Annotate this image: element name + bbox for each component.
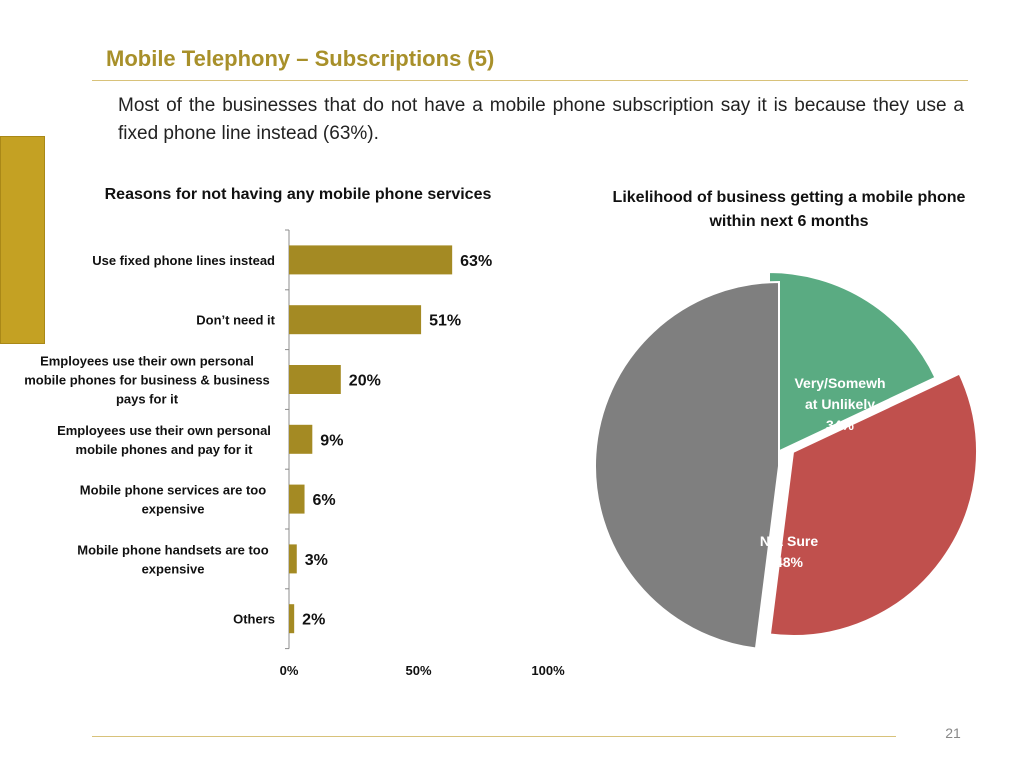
- bar-category-label: Employees use their own personal mobile p…: [24, 354, 270, 407]
- bar-4: [289, 424, 313, 454]
- bar-value-label: 20%: [349, 373, 381, 390]
- title-divider: [92, 80, 968, 81]
- bar-category-label: Mobile phone services are too expensive: [80, 483, 266, 517]
- pie-slice-label: Very/Somewh at Unlikely 34%: [794, 375, 885, 433]
- page-title: Mobile Telephony – Subscriptions (5): [106, 46, 495, 71]
- bar-value-label: 63%: [460, 253, 492, 270]
- bar-7: [289, 604, 295, 634]
- bar-category-label: Use fixed phone lines instead: [92, 253, 275, 268]
- bar-category-label: Don’t need it: [196, 313, 275, 328]
- bar-value-label: 3%: [305, 552, 328, 569]
- bar-value-label: 6%: [313, 492, 336, 509]
- bar-category-label: Employees use their own personal mobile p…: [57, 423, 271, 457]
- bar-value-label: 51%: [429, 313, 461, 330]
- bar-category-label: Mobile phone handsets are too expensive: [77, 542, 268, 576]
- pie-slice-1: [768, 270, 937, 458]
- bar-6: [289, 544, 297, 574]
- side-accent-block: [0, 136, 45, 344]
- bar-3: [289, 365, 341, 394]
- footer-divider: [92, 736, 896, 737]
- pie-chart-title: Likelihood of business getting a mobile …: [612, 189, 966, 230]
- bar-5: [289, 484, 305, 514]
- pie-slice-label: Not Sure 48%: [760, 533, 819, 570]
- bar-category-label: Others: [233, 612, 275, 627]
- bar-value-label: 2%: [302, 612, 325, 629]
- bar-1: [289, 245, 453, 275]
- bar-value-label: 9%: [320, 432, 343, 449]
- intro-text: Most of the businesses that do not have …: [118, 95, 964, 144]
- pie-slice-2: [768, 372, 978, 637]
- pie-slice-3: [594, 280, 780, 650]
- bar-x-tick-label: 0%: [280, 663, 299, 678]
- bar-2: [289, 305, 422, 335]
- bar-x-tick-label: 100%: [531, 663, 565, 678]
- page-number: 21: [945, 725, 961, 741]
- bar-chart-title: Reasons for not having any mobile phone …: [104, 186, 492, 203]
- bar-x-tick-label: 50%: [405, 663, 431, 678]
